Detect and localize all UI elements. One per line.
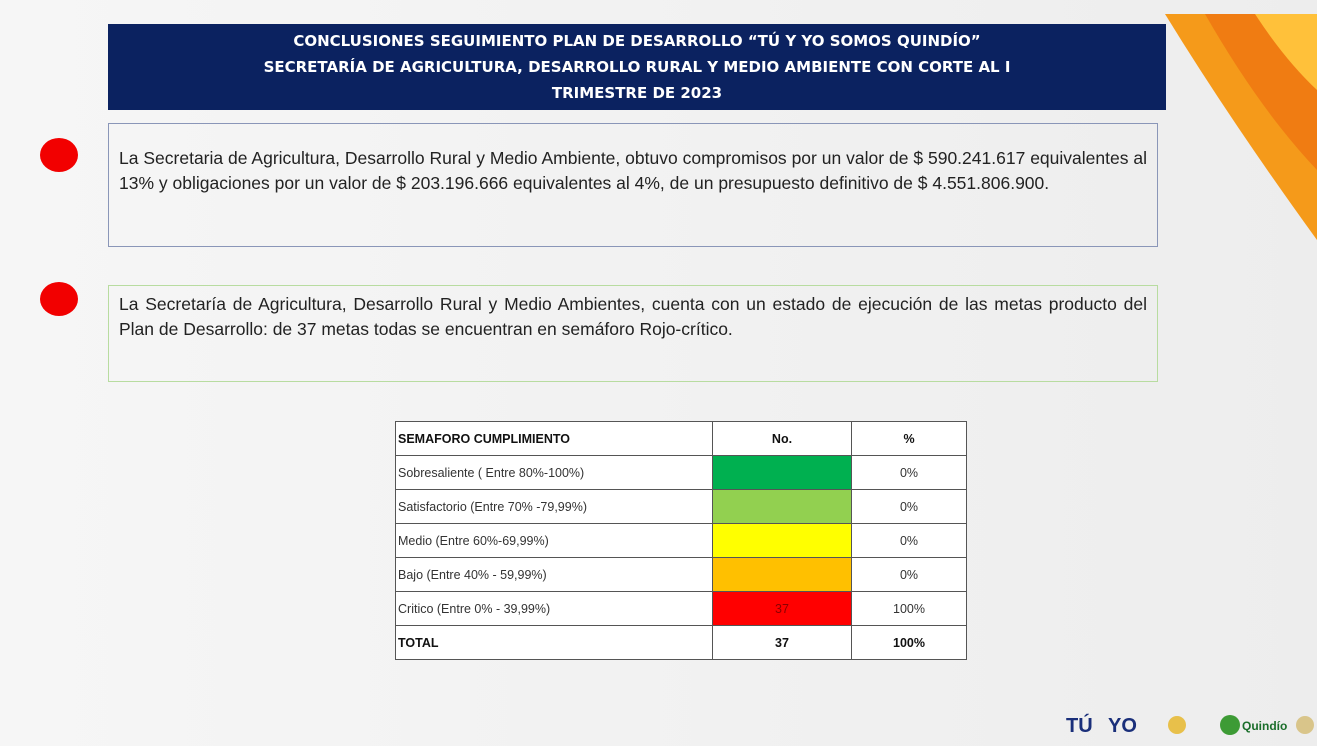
table-cell [712, 489, 852, 524]
title-line: CONCLUSIONES SEGUIMIENTO PLAN DE DESARRO… [293, 32, 981, 50]
paragraph: La Secretaría de Agricultura, Desarrollo… [108, 285, 1158, 382]
table-cell: 37 [712, 625, 852, 660]
logo-text: YO [1108, 715, 1137, 737]
table-cell [712, 523, 852, 558]
table-cell: Medio (Entre 60%-69,99%) [395, 523, 713, 558]
table-row: Sobresaliente ( Entre 80%-100%) 0% [395, 455, 967, 490]
table-cell: Bajo (Entre 40% - 59,99%) [395, 557, 713, 592]
table-row: Bajo (Entre 40% - 59,99%) 0% [395, 557, 967, 592]
logo-icon [1168, 716, 1186, 734]
table-cell: SEMAFORO CUMPLIMIENTO [395, 421, 713, 456]
table-cell: 0% [851, 557, 967, 592]
title-line: SECRETARÍA DE AGRICULTURA, DESARROLLO RU… [263, 58, 1011, 76]
table-row: Medio (Entre 60%-69,99%) 0% [395, 523, 967, 558]
bullet-dot [40, 138, 78, 172]
logo-icon [1220, 715, 1240, 735]
title-line: TRIMESTRE DE 2023 [551, 84, 723, 102]
table-cell: 0% [851, 455, 967, 490]
logo-icon [1296, 716, 1314, 734]
table-cell: No. [712, 421, 852, 456]
table-cell [712, 455, 852, 490]
table-cell: Critico (Entre 0% - 39,99%) [395, 591, 713, 626]
table-row: Satisfactorio (Entre 70% -79,99%) 0% [395, 489, 967, 524]
logo-text: Quindío [1242, 719, 1287, 733]
table-cell: 100% [851, 625, 967, 660]
paragraph: La Secretaria de Agricultura, Desarrollo… [108, 123, 1158, 247]
table-cell: 37 [712, 591, 852, 626]
header: CONCLUSIONES SEGUIMIENTO PLAN DE DESARRO… [108, 24, 1166, 110]
logo-text: TÚ [1066, 713, 1093, 737]
table-cell: % [851, 421, 967, 456]
orange-arc [1255, 14, 1317, 90]
table-cell: 0% [851, 489, 967, 524]
table-cell: Satisfactorio (Entre 70% -79,99%) [395, 489, 713, 524]
table: SEMAFORO CUMPLIMIENTO No.% Sobresaliente (… [395, 421, 967, 660]
table-row: Critico (Entre 0% - 39,99%) 37 100% [395, 591, 967, 626]
table-cell: 0% [851, 523, 967, 558]
table-row: SEMAFORO CUMPLIMIENTO No.% [395, 421, 967, 456]
table-cell: Sobresaliente ( Entre 80%-100%) [395, 455, 713, 490]
table-cell: TOTAL [395, 625, 713, 660]
table-cell: 100% [851, 591, 967, 626]
bullet-dot [40, 282, 78, 316]
table-row: TOTAL 37 100% [395, 625, 967, 660]
table-cell [712, 557, 852, 592]
